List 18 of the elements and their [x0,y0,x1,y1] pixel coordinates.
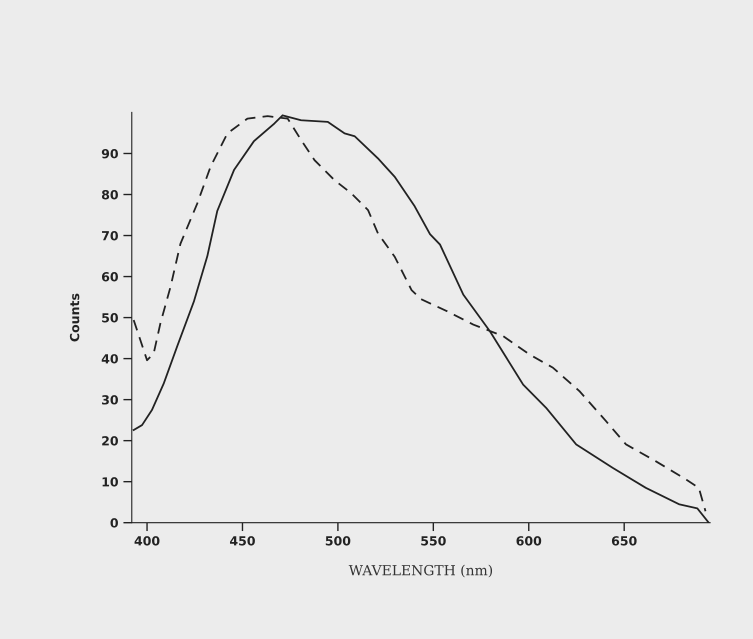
y-axis-title: Counts [70,294,80,342]
x-tick-label: 600 [516,536,542,546]
y-tick-label: 30 [102,395,118,405]
y-tick-label: 20 [102,436,118,446]
y-tick-label: 70 [102,231,118,240]
y-tick-label: 90 [102,148,118,158]
x-axis-title: WAVELENGTH (nm) [348,564,492,578]
y-tick-label: 0 [110,518,118,528]
x-tick-label: 400 [134,536,160,546]
y-tick-label: 50 [102,313,118,323]
x-tick-label: 450 [230,536,255,546]
y-tick-label: 40 [102,354,118,364]
x-tick-label: 650 [612,536,637,546]
y-tick-label: 80 [102,190,118,200]
x-tick-label: 550 [421,536,446,546]
x-tick-label: 500 [326,536,350,546]
y-tick-label: 60 [102,272,118,282]
y-tick-label: 10 [102,477,118,487]
